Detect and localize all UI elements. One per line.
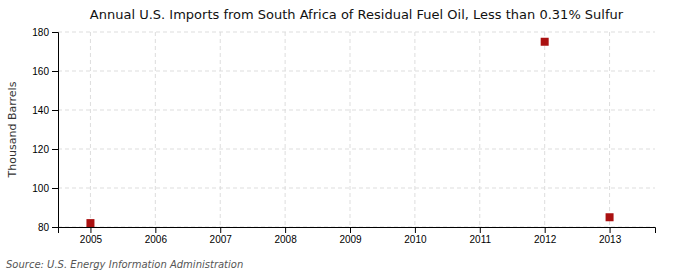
tick-mark xyxy=(610,227,611,233)
title: Annual U.S. Imports from South Africa of… xyxy=(90,7,624,22)
y-tick: 140 xyxy=(32,105,58,116)
tick-label: 2005 xyxy=(80,234,103,245)
tick-label: 160 xyxy=(32,66,49,77)
point xyxy=(86,219,94,227)
grid-line xyxy=(58,32,655,33)
x-tick: 2010 xyxy=(404,227,427,245)
tick-mark xyxy=(90,227,91,233)
x-tick: 2009 xyxy=(339,227,362,245)
tick-mark xyxy=(155,227,156,233)
tick-label: 2009 xyxy=(339,234,362,245)
point xyxy=(541,38,549,46)
tick-label: 140 xyxy=(32,105,49,116)
y-tick: 160 xyxy=(32,66,58,77)
tick-mark xyxy=(52,188,58,189)
tick-label: 2010 xyxy=(404,234,427,245)
tick-mark xyxy=(52,32,58,33)
x-tick: 2007 xyxy=(210,227,233,245)
tick-mark xyxy=(220,227,221,233)
y-axis-title: Thousand Barrels xyxy=(6,81,19,178)
x-tick: 2006 xyxy=(145,227,168,245)
grid-line xyxy=(58,188,655,189)
tick-label: 2013 xyxy=(599,234,622,245)
grid-line xyxy=(285,32,286,227)
tick-mark xyxy=(415,227,416,233)
grid-line xyxy=(220,32,221,227)
tick-label: 2007 xyxy=(210,234,233,245)
y-tick: 180 xyxy=(32,27,58,38)
tick-label: 2012 xyxy=(534,234,557,245)
tick-mark xyxy=(52,149,58,150)
tick-label: 120 xyxy=(32,144,49,155)
tick-label: 2008 xyxy=(274,234,297,245)
axis-line xyxy=(59,228,656,234)
x-tick: 2011 xyxy=(470,227,492,245)
x-tick: 2013 xyxy=(599,227,622,245)
chart: 2005 2006 2007 2008 2009 2010 2011 2012 2013 80 10… xyxy=(0,0,675,275)
grid-line xyxy=(609,32,610,227)
grid xyxy=(58,32,655,227)
y-axis: 80 100 120 140 160 180 xyxy=(32,27,58,233)
x-tick: 2008 xyxy=(274,227,297,245)
tick-label: 80 xyxy=(38,222,50,233)
tick-mark xyxy=(52,227,58,228)
grid-line xyxy=(58,110,655,111)
grid-line xyxy=(58,71,655,72)
tick-label: 180 xyxy=(32,27,49,38)
x-tick: 2012 xyxy=(534,227,557,245)
y-tick: 80 xyxy=(38,222,58,233)
tick-mark xyxy=(480,227,481,233)
x-axis: 2005 2006 2007 2008 2009 2010 2011 2012 2013 xyxy=(59,227,656,245)
grid-line xyxy=(350,32,351,227)
tick-label: 2006 xyxy=(145,234,168,245)
grid-line xyxy=(90,32,91,227)
y-tick: 120 xyxy=(32,144,58,155)
tick-mark xyxy=(52,71,58,72)
grid-line xyxy=(544,32,545,227)
x-tick: 2005 xyxy=(80,227,103,245)
grid-line xyxy=(58,149,655,150)
tick-mark xyxy=(285,227,286,233)
point xyxy=(606,213,614,221)
points xyxy=(86,38,613,227)
tick-mark xyxy=(350,227,351,233)
axis-line xyxy=(52,33,59,228)
grid-line xyxy=(414,32,415,227)
grid-line xyxy=(155,32,156,227)
y-tick: 100 xyxy=(32,183,58,194)
tick-label: 2011 xyxy=(470,234,492,245)
plot: 2005 2006 2007 2008 2009 2010 2011 2012 2013 80 10… xyxy=(32,27,655,245)
tick-label: 100 xyxy=(32,183,49,194)
grid-line xyxy=(479,32,480,227)
tick-mark xyxy=(52,110,58,111)
tick-mark xyxy=(545,227,546,233)
source-note: Source: U.S. Energy Information Administ… xyxy=(6,259,243,270)
